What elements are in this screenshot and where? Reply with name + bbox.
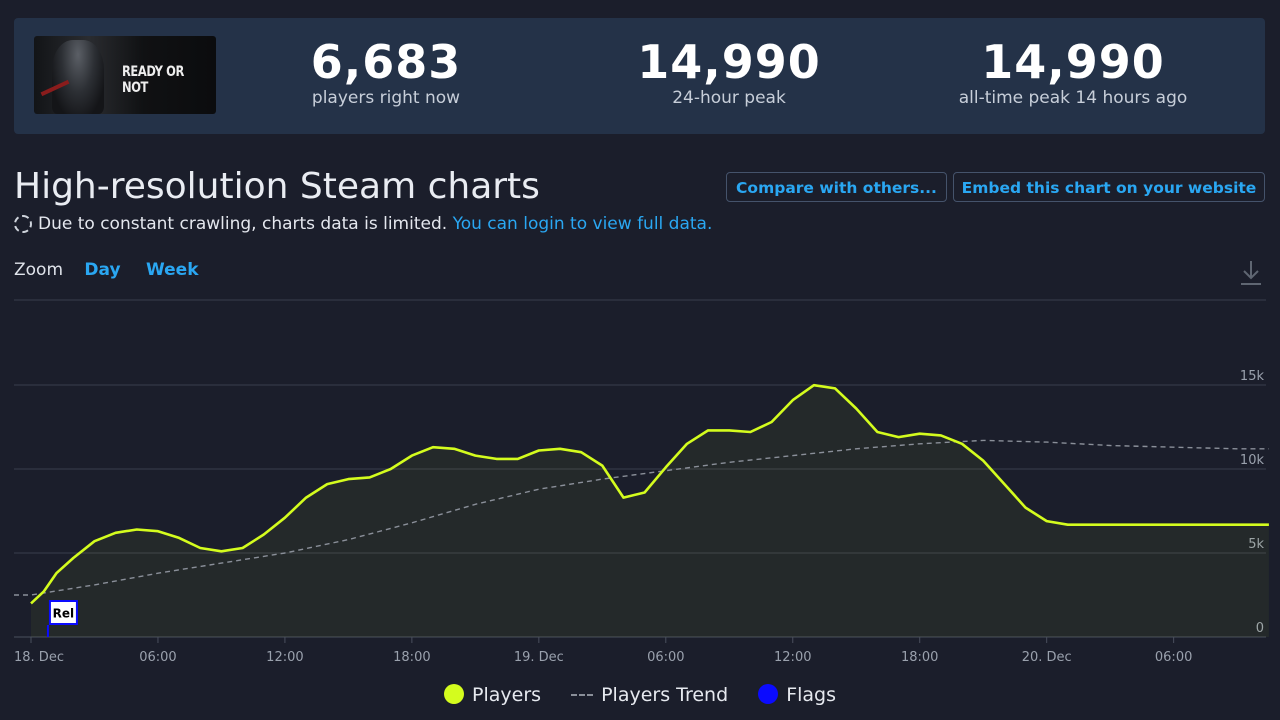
flags-dot-icon (758, 684, 779, 704)
soldier-figure-image (52, 40, 104, 114)
flags[interactable]: Rel (46, 600, 78, 637)
notice-text: Due to constant crawling, charts data is… (38, 214, 448, 234)
zoom-controls: Zoom Day Week (14, 260, 219, 280)
x-tick-label: 20. Dec (1022, 650, 1072, 665)
legend-players-trend[interactable]: Players Trend (571, 684, 728, 706)
stat-value: 14,990 (637, 35, 821, 89)
release-flag[interactable] (48, 600, 78, 625)
zoom-week-button[interactable]: Week (145, 260, 199, 280)
embed-button[interactable]: Embed this chart on your website (953, 172, 1265, 202)
stat-24h-peak: 14,990 24-hour peak (579, 36, 879, 108)
y-axis-ticks: 0 5k 10k 15k (1240, 369, 1265, 636)
chart-legend: Players Players Trend Flags (0, 684, 1280, 706)
stat-label: players right now (311, 88, 461, 108)
stat-value: 14,990 (981, 35, 1165, 89)
series (14, 383, 1269, 637)
login-link[interactable]: You can login to view full data. (452, 214, 713, 234)
players-line (30, 383, 1269, 605)
y-tick-label: 15k (1240, 369, 1265, 384)
x-tick-label: 06:00 (1155, 650, 1192, 665)
players-area (31, 385, 1269, 637)
release-flag-label: Rel (53, 607, 75, 621)
stat-label: 24-hour peak (672, 88, 786, 108)
zoom-day-button[interactable]: Day (84, 260, 121, 280)
stat-label: all-time peak 14 hours ago (958, 88, 1188, 108)
x-axis-ticks: 18. Dec 06:00 12:00 18:00 19. Dec 06:00 12:00 1… (14, 637, 1192, 665)
x-tick-label: 18:00 (901, 650, 938, 665)
x-tick-label: 19. Dec (514, 650, 564, 665)
y-tick-label: 5k (1248, 537, 1264, 552)
legend-label: Flags (786, 684, 836, 706)
game-logo: READY OR NOT (122, 64, 184, 96)
stat-all-time-peak: 14,990 all-time peak 14 hours ago (923, 36, 1223, 108)
players-dot-icon (444, 684, 464, 704)
legend-label: Players Trend (601, 684, 729, 706)
game-thumbnail[interactable]: READY OR NOT (34, 36, 216, 114)
x-tick-label: 06:00 (139, 650, 176, 665)
page-title: High-resolution Steam charts (14, 166, 540, 207)
x-tick-label: 12:00 (266, 650, 303, 665)
player-count-chart[interactable]: 0 5k 10k 15k 18. Dec 06:00 12:00 18:00 19. Dec 0… (0, 290, 1280, 680)
stats-header: READY OR NOT 6,683 players right now 14,… (14, 18, 1265, 134)
zoom-label: Zoom (14, 260, 64, 280)
legend-label: Players (472, 684, 542, 706)
trend-dash-icon (571, 694, 594, 696)
compare-button[interactable]: Compare with others... (726, 172, 947, 202)
players-trend-line (14, 439, 1269, 596)
legend-players[interactable]: Players (444, 684, 541, 706)
stat-value: 6,683 (310, 35, 462, 89)
stat-current-players: 6,683 players right now (236, 36, 536, 108)
x-tick-label: 06:00 (647, 650, 684, 665)
legend-flags[interactable]: Flags (758, 684, 836, 706)
data-limit-notice: Due to constant crawling, charts data is… (14, 214, 712, 234)
x-tick-label: 18:00 (393, 650, 430, 665)
x-tick-label: 18. Dec (14, 650, 64, 665)
loading-circle-icon (14, 215, 32, 233)
y-tick-label: 10k (1240, 453, 1265, 468)
download-icon[interactable] (1238, 258, 1264, 288)
x-tick-label: 12:00 (774, 650, 811, 665)
y-tick-label: 0 (1256, 621, 1264, 636)
grid-lines (14, 384, 1266, 638)
